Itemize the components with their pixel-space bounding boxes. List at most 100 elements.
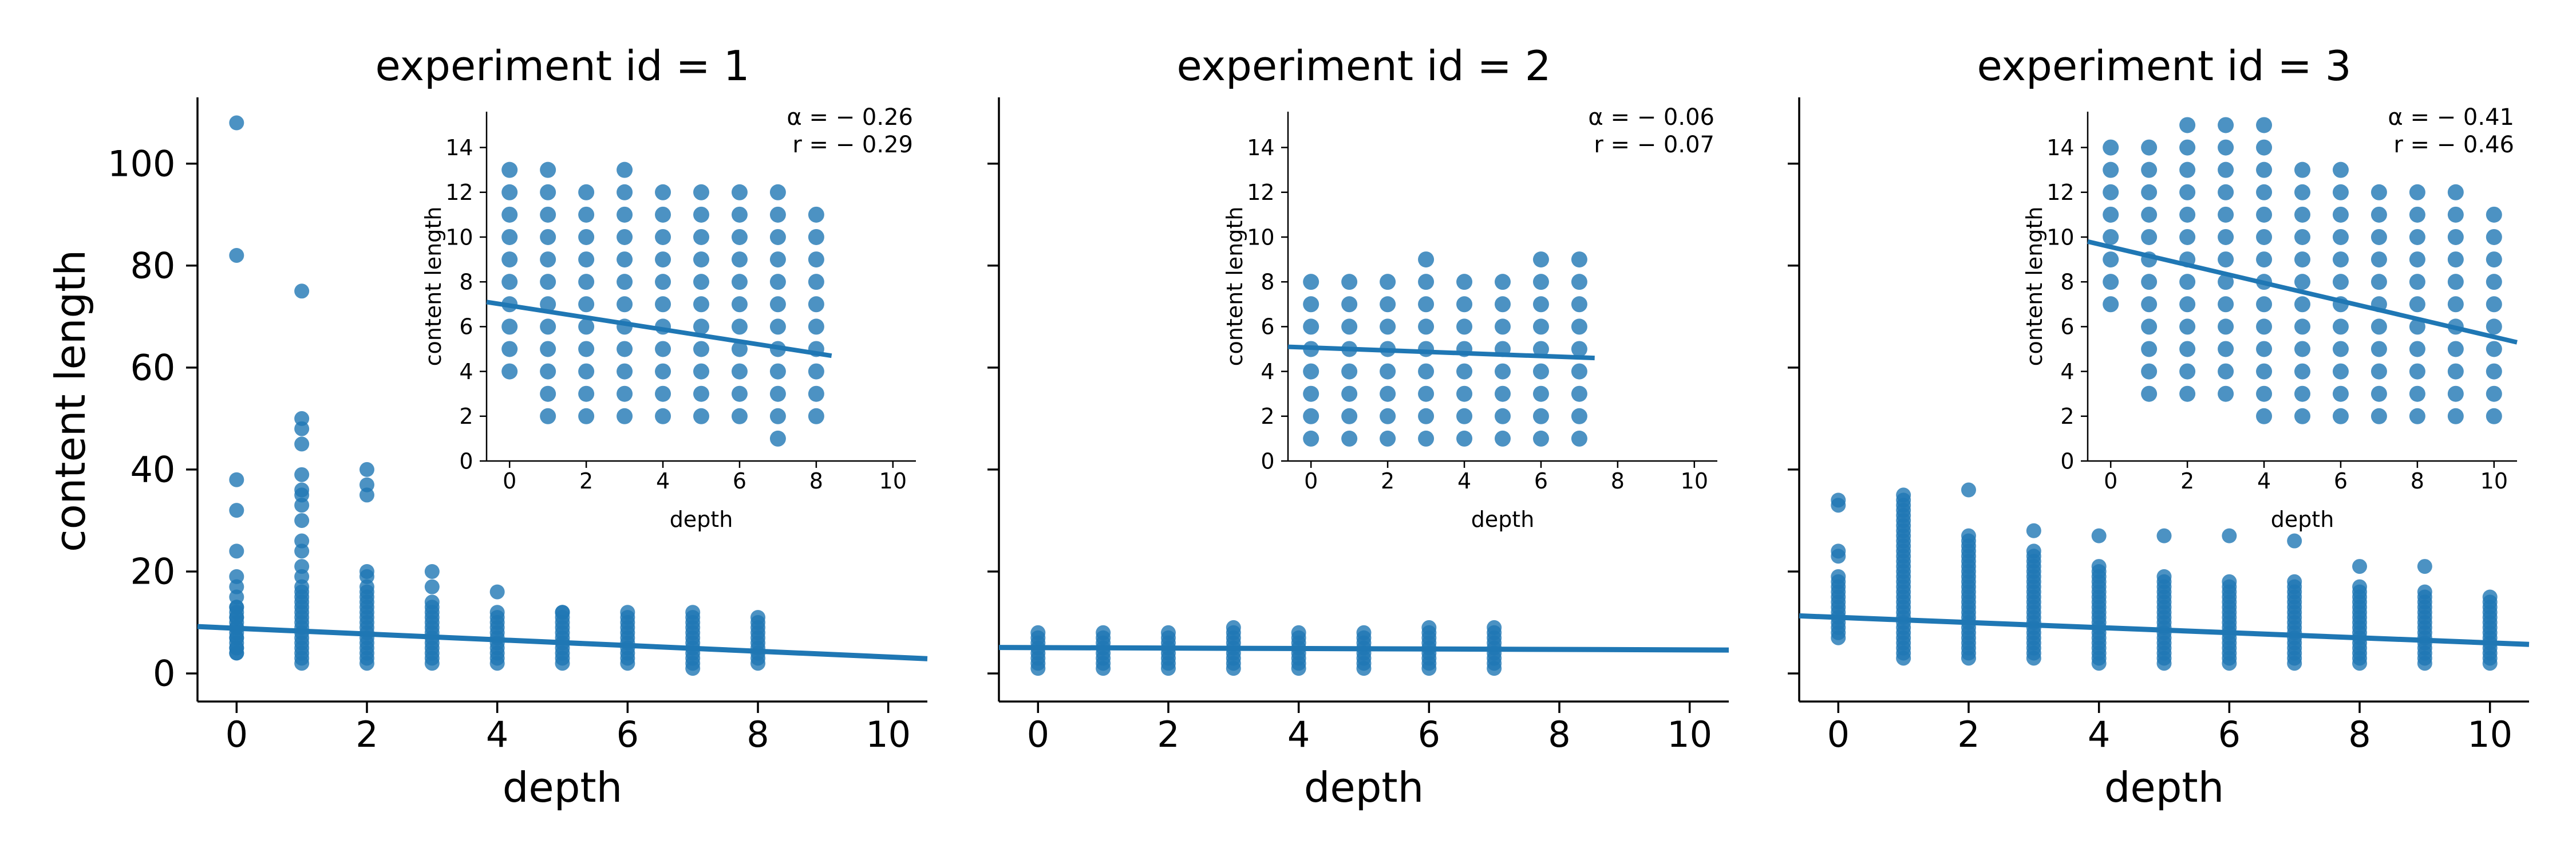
inset-annotation: r = − 0.29 xyxy=(792,132,913,158)
inset-data-point xyxy=(1418,318,1435,335)
outlier-point xyxy=(359,579,374,594)
inset-x-tick-label: 8 xyxy=(809,468,823,494)
inset-y-tick-label: 2 xyxy=(459,404,473,429)
outlier-point xyxy=(229,115,244,131)
inset-x-tick-label: 4 xyxy=(2257,468,2271,494)
inset-data-point xyxy=(1380,385,1396,402)
inset-data-point xyxy=(540,161,556,178)
inset-annotation: α = − 0.41 xyxy=(2388,104,2514,131)
data-point xyxy=(2352,579,2368,594)
data-point xyxy=(1030,625,1046,640)
inset-data-point xyxy=(2370,251,2387,268)
inset-data-point xyxy=(1532,430,1549,447)
figure-ylabel: content length xyxy=(46,250,94,552)
inset-data-point xyxy=(2179,296,2196,313)
inset-data-point xyxy=(2332,408,2349,424)
inset-y-tick-label: 6 xyxy=(459,314,473,340)
inset-data-point xyxy=(2141,161,2158,178)
inset-data-point xyxy=(693,318,709,335)
outlier-point xyxy=(294,487,310,503)
inset-data-point xyxy=(2256,184,2273,200)
inset-data-point xyxy=(2294,385,2310,402)
x-axis-label: depth xyxy=(1304,763,1424,811)
data-point xyxy=(2026,543,2041,559)
inset-y-tick-label: 10 xyxy=(1247,224,1274,250)
inset-data-point xyxy=(2370,363,2387,380)
inset-data-point xyxy=(1341,296,1358,313)
inset-data-point xyxy=(2294,251,2310,268)
data-point xyxy=(1096,625,1111,640)
outlier-point xyxy=(1831,549,1846,564)
inset-data-point xyxy=(1418,251,1435,268)
data-point xyxy=(2091,559,2107,574)
outlier-point xyxy=(555,605,570,620)
outlier-point xyxy=(750,610,766,625)
inset-y-label: content length xyxy=(421,207,446,367)
outlier-point xyxy=(294,543,310,559)
main-x-tick-label: 10 xyxy=(1667,714,1712,755)
inset-data-point xyxy=(2141,139,2158,156)
inset-data-point xyxy=(1418,408,1435,424)
outlier-point xyxy=(2156,528,2172,543)
inset-data-point xyxy=(2179,341,2196,357)
inset-data-point xyxy=(693,408,709,424)
inset-data-point xyxy=(578,206,595,223)
inset-data-point xyxy=(578,341,595,357)
inset-data-point xyxy=(1571,341,1587,357)
inset-data-point xyxy=(2486,363,2502,380)
inset-data-point xyxy=(617,161,633,178)
outlier-point xyxy=(294,498,310,513)
inset-data-point xyxy=(2141,363,2158,380)
regression-line xyxy=(998,645,1729,653)
regression-line xyxy=(1799,613,2530,647)
inset-data-point xyxy=(617,251,633,268)
inset-regression-line xyxy=(2087,239,2518,345)
main-x-tick-label: 0 xyxy=(226,714,248,755)
main-x-tick-label: 6 xyxy=(2218,714,2241,755)
inset-data-point xyxy=(2256,296,2273,313)
inset-x-tick-label: 2 xyxy=(1381,468,1394,494)
outlier-point xyxy=(294,421,310,436)
outlier-point xyxy=(229,610,244,625)
inset-data-point xyxy=(2141,274,2158,290)
inset-data-point xyxy=(1341,274,1358,290)
inset-data-point xyxy=(731,318,748,335)
data-point xyxy=(489,605,505,620)
inset-data-point xyxy=(2294,206,2310,223)
inset-data-point xyxy=(2141,385,2158,402)
inset-data-point xyxy=(2370,184,2387,200)
inset-data-point xyxy=(578,184,595,200)
inset-y-tick-label: 4 xyxy=(2060,359,2074,384)
main-x-tick-label: 8 xyxy=(746,714,769,755)
main-x-tick-label: 6 xyxy=(1418,714,1440,755)
inset-data-point xyxy=(808,318,824,335)
inset-data-point xyxy=(2447,385,2464,402)
inset-data-point xyxy=(1303,385,1319,402)
inset-data-point xyxy=(2447,274,2464,290)
inset-data-point xyxy=(2256,251,2273,268)
inset-data-point xyxy=(655,274,671,290)
inset-data-point xyxy=(2409,228,2425,245)
panel-1: experiment id = 10 2 4 6 8 10020406080100dept… xyxy=(108,42,928,811)
inset-regression-line xyxy=(1287,344,1595,361)
inset-data-point xyxy=(1532,251,1549,268)
data-point xyxy=(1160,625,1176,640)
inset-x-tick-label: 2 xyxy=(579,468,593,494)
inset-data-point xyxy=(2103,251,2119,268)
inset-data-point xyxy=(808,408,824,424)
inset-data-point xyxy=(2179,385,2196,402)
inset-data-point xyxy=(2332,184,2349,200)
inset-data-point xyxy=(808,206,824,223)
main-y-tick-label: 60 xyxy=(130,347,175,389)
inset-data-point xyxy=(2179,206,2196,223)
inset-data-point xyxy=(617,385,633,402)
inset-data-point xyxy=(1456,430,1473,447)
inset-data-point xyxy=(1418,341,1435,357)
inset-data-point xyxy=(501,251,518,268)
main-x-tick-label: 4 xyxy=(486,714,508,755)
inset-annotation: α = − 0.06 xyxy=(1588,104,1714,131)
outlier-point xyxy=(1831,498,1846,513)
inset-data-point xyxy=(2103,206,2119,223)
inset-data-point xyxy=(1532,408,1549,424)
outlier-point xyxy=(620,605,635,620)
